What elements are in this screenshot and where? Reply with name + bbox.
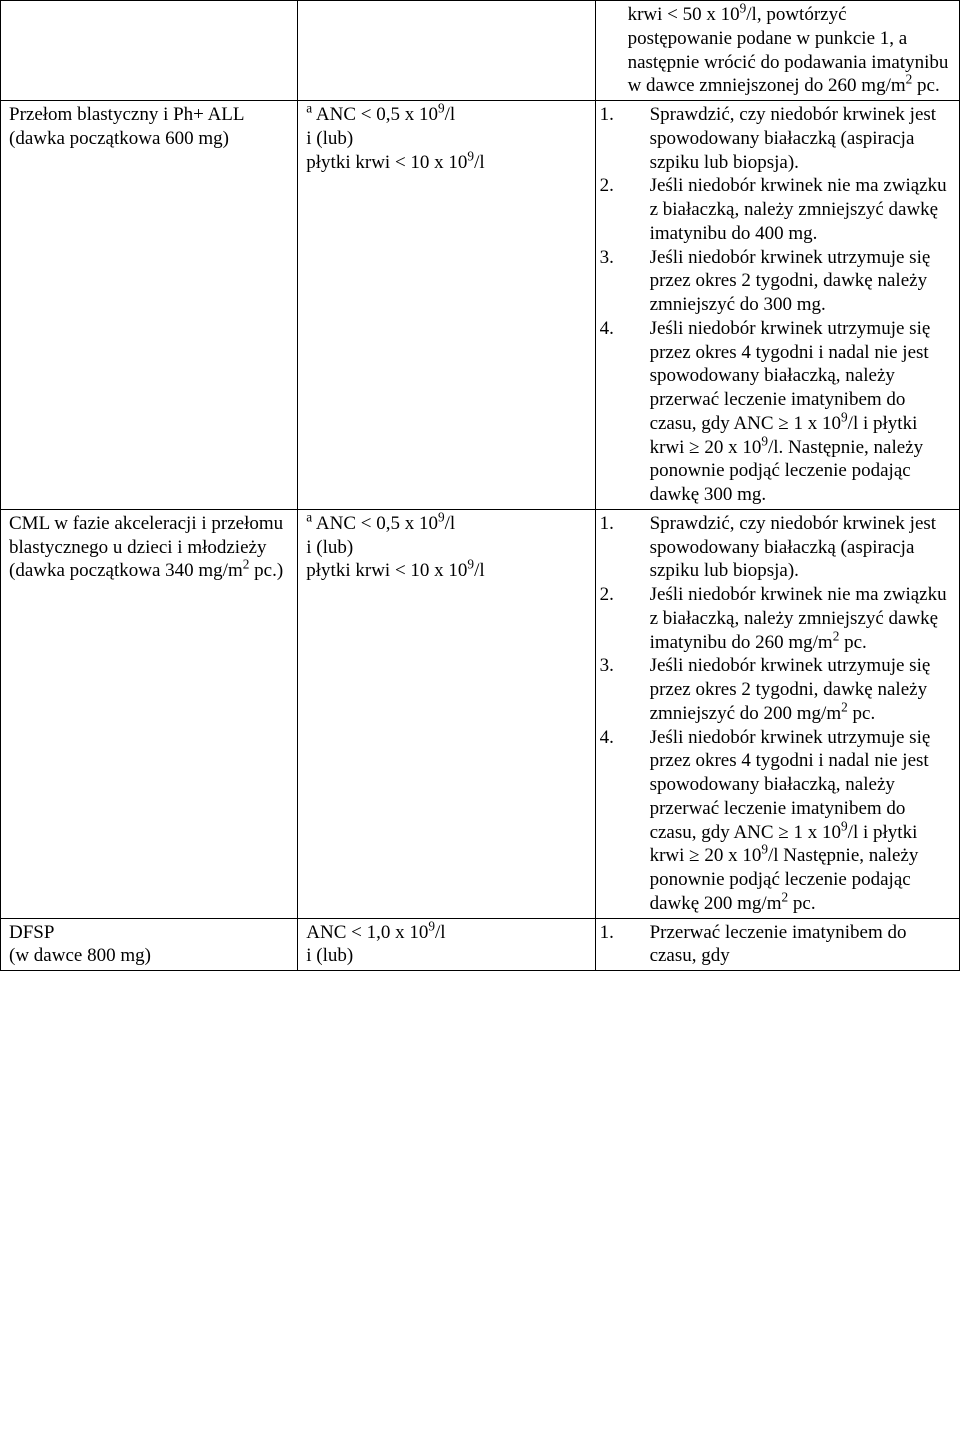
- table-body: krwi < 50 x 109/l, powtórzyć postępowani…: [1, 1, 960, 971]
- list-item: Jeśli niedobór krwinek nie ma związku z …: [622, 174, 949, 245]
- dosage-table: krwi < 50 x 109/l, powtórzyć postępowani…: [0, 0, 960, 971]
- list-item: Sprawdzić, czy niedobór krwinek jest spo…: [622, 103, 949, 174]
- action-list: Sprawdzić, czy niedobór krwinek jest spo…: [600, 512, 949, 916]
- action-fragment: krwi < 50 x 109/l, powtórzyć postępowani…: [600, 3, 949, 98]
- cell-action: Sprawdzić, czy niedobór krwinek jest spo…: [595, 101, 959, 510]
- list-item: Jeśli niedobór krwinek utrzymuje się prz…: [622, 246, 949, 317]
- list-item: Sprawdzić, czy niedobór krwinek jest spo…: [622, 512, 949, 583]
- cell-condition: [1, 1, 298, 101]
- cell-criteria: [298, 1, 595, 101]
- action-list: Sprawdzić, czy niedobór krwinek jest spo…: [600, 103, 949, 507]
- list-item: Jeśli niedobór krwinek utrzymuje się prz…: [622, 726, 949, 916]
- cell-criteria: ANC < 1,0 x 109/li (lub): [298, 918, 595, 971]
- cell-criteria: a ANC < 0,5 x 109/li (lub)płytki krwi < …: [298, 509, 595, 918]
- list-item: Przerwać leczenie imatynibem do czasu, g…: [622, 921, 949, 969]
- cell-condition: Przełom blastyczny i Ph+ ALL (dawka pocz…: [1, 101, 298, 510]
- cell-action: Sprawdzić, czy niedobór krwinek jest spo…: [595, 509, 959, 918]
- list-item: Jeśli niedobór krwinek utrzymuje się prz…: [622, 317, 949, 507]
- cell-criteria: a ANC < 0,5 x 109/li (lub)płytki krwi < …: [298, 101, 595, 510]
- action-list: Przerwać leczenie imatynibem do czasu, g…: [600, 921, 949, 969]
- cell-condition: CML w fazie akceleracji i przełomu blast…: [1, 509, 298, 918]
- cell-action: Przerwać leczenie imatynibem do czasu, g…: [595, 918, 959, 971]
- cell-condition: DFSP(w dawce 800 mg): [1, 918, 298, 971]
- table-row: CML w fazie akceleracji i przełomu blast…: [1, 509, 960, 918]
- cell-action: krwi < 50 x 109/l, powtórzyć postępowani…: [595, 1, 959, 101]
- table-row: DFSP(w dawce 800 mg) ANC < 1,0 x 109/li …: [1, 918, 960, 971]
- list-item: Jeśli niedobór krwinek utrzymuje się prz…: [622, 654, 949, 725]
- list-item: Jeśli niedobór krwinek nie ma związku z …: [622, 583, 949, 654]
- table-row: krwi < 50 x 109/l, powtórzyć postępowani…: [1, 1, 960, 101]
- table-row: Przełom blastyczny i Ph+ ALL (dawka pocz…: [1, 101, 960, 510]
